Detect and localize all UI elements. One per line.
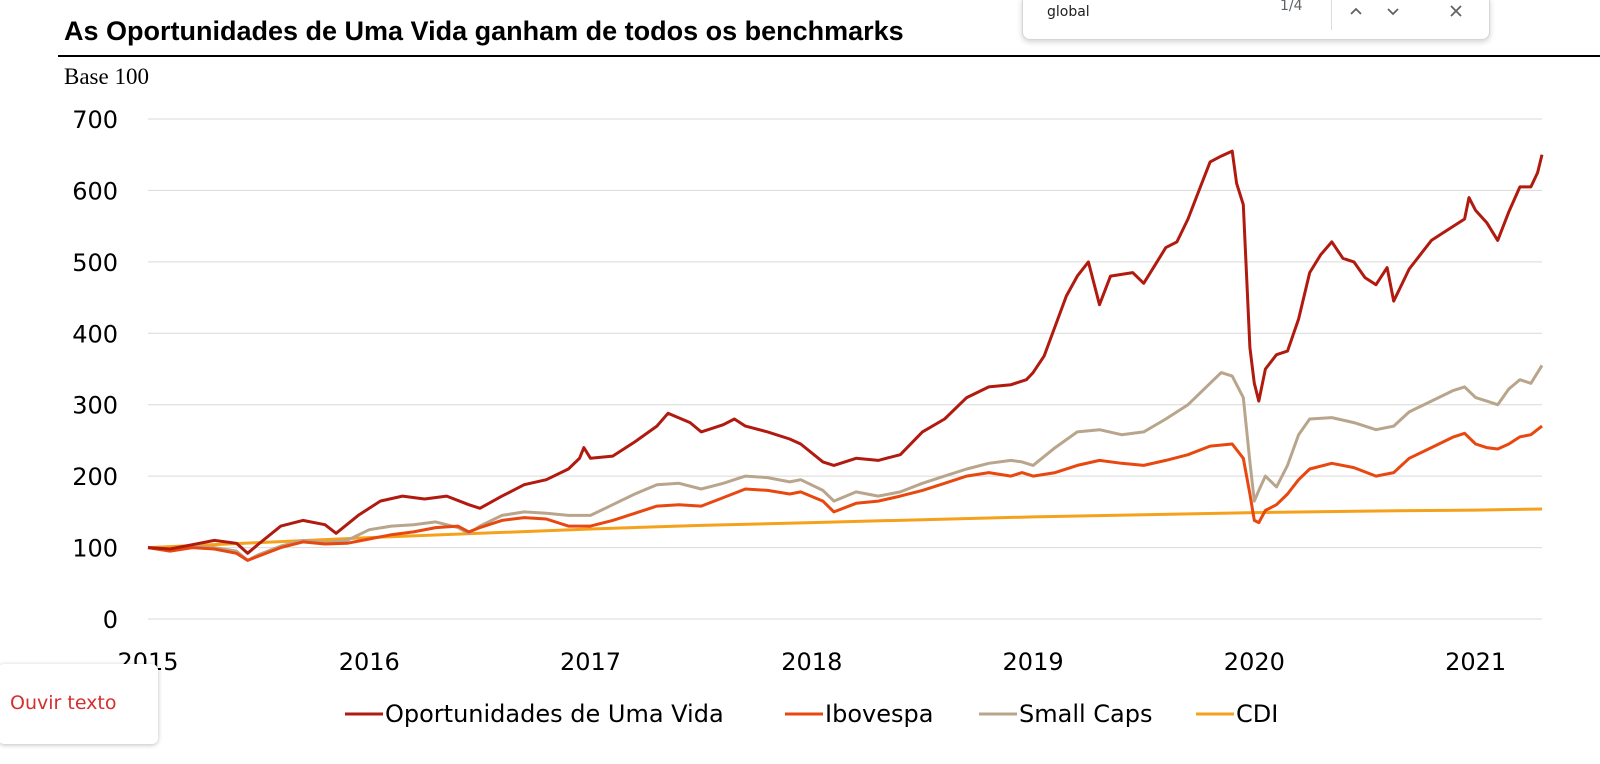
find-close-button[interactable] — [1443, 0, 1469, 24]
chevron-up-icon — [1350, 7, 1362, 15]
y-tick-label: 600 — [72, 177, 118, 205]
legend-label-0: Oportunidades de Uma Vida — [385, 700, 724, 728]
y-tick-label: 0 — [103, 606, 118, 634]
series-line-0 — [147, 149, 1544, 555]
close-icon — [1450, 5, 1462, 17]
listen-button[interactable]: Ouvir texto — [0, 664, 158, 744]
series-lines — [147, 149, 1544, 562]
legend-label-3: CDI — [1236, 700, 1278, 728]
y-tick-labels: 0 100 200 300 400 500 600 700 — [72, 106, 118, 634]
find-next-button[interactable] — [1380, 0, 1406, 24]
y-tick-label: 500 — [72, 249, 118, 277]
y-tick-label: 200 — [72, 463, 118, 491]
legend-label-2: Small Caps — [1019, 700, 1153, 728]
x-tick-label: 2017 — [560, 648, 621, 676]
find-previous-button[interactable] — [1343, 0, 1369, 24]
legend: Oportunidades de Uma Vida Ibovespa Small C… — [345, 700, 1278, 728]
x-tick-label: 2016 — [339, 648, 400, 676]
y-tick-label: 400 — [72, 320, 118, 348]
title-divider — [58, 55, 1600, 57]
find-match-count: 1/4 — [1280, 0, 1303, 14]
x-tick-label: 2020 — [1224, 648, 1285, 676]
x-tick-label: 2021 — [1445, 648, 1506, 676]
chart-title: As Oportunidades de Uma Vida ganham de t… — [64, 16, 904, 46]
legend-label-1: Ibovespa — [825, 700, 933, 728]
x-tick-labels: 2015 2016 2017 2018 2019 2020 2021 — [117, 648, 1506, 676]
listen-button-label: Ouvir texto — [10, 692, 117, 714]
y-tick-label: 300 — [72, 392, 118, 420]
y-tick-label: 700 — [72, 106, 118, 134]
series-line-1 — [147, 424, 1543, 562]
y-axis-label: Base 100 — [64, 64, 149, 89]
x-tick-label: 2019 — [1003, 648, 1064, 676]
find-input[interactable] — [1033, 0, 1267, 24]
series-line-2 — [147, 364, 1544, 562]
find-divider — [1331, 0, 1332, 30]
gridlines — [148, 118, 1542, 620]
y-tick-label: 100 — [72, 535, 118, 563]
chevron-down-icon — [1387, 8, 1399, 16]
x-tick-label: 2018 — [781, 648, 842, 676]
find-in-page-bar: 1/4 — [1022, 0, 1490, 40]
